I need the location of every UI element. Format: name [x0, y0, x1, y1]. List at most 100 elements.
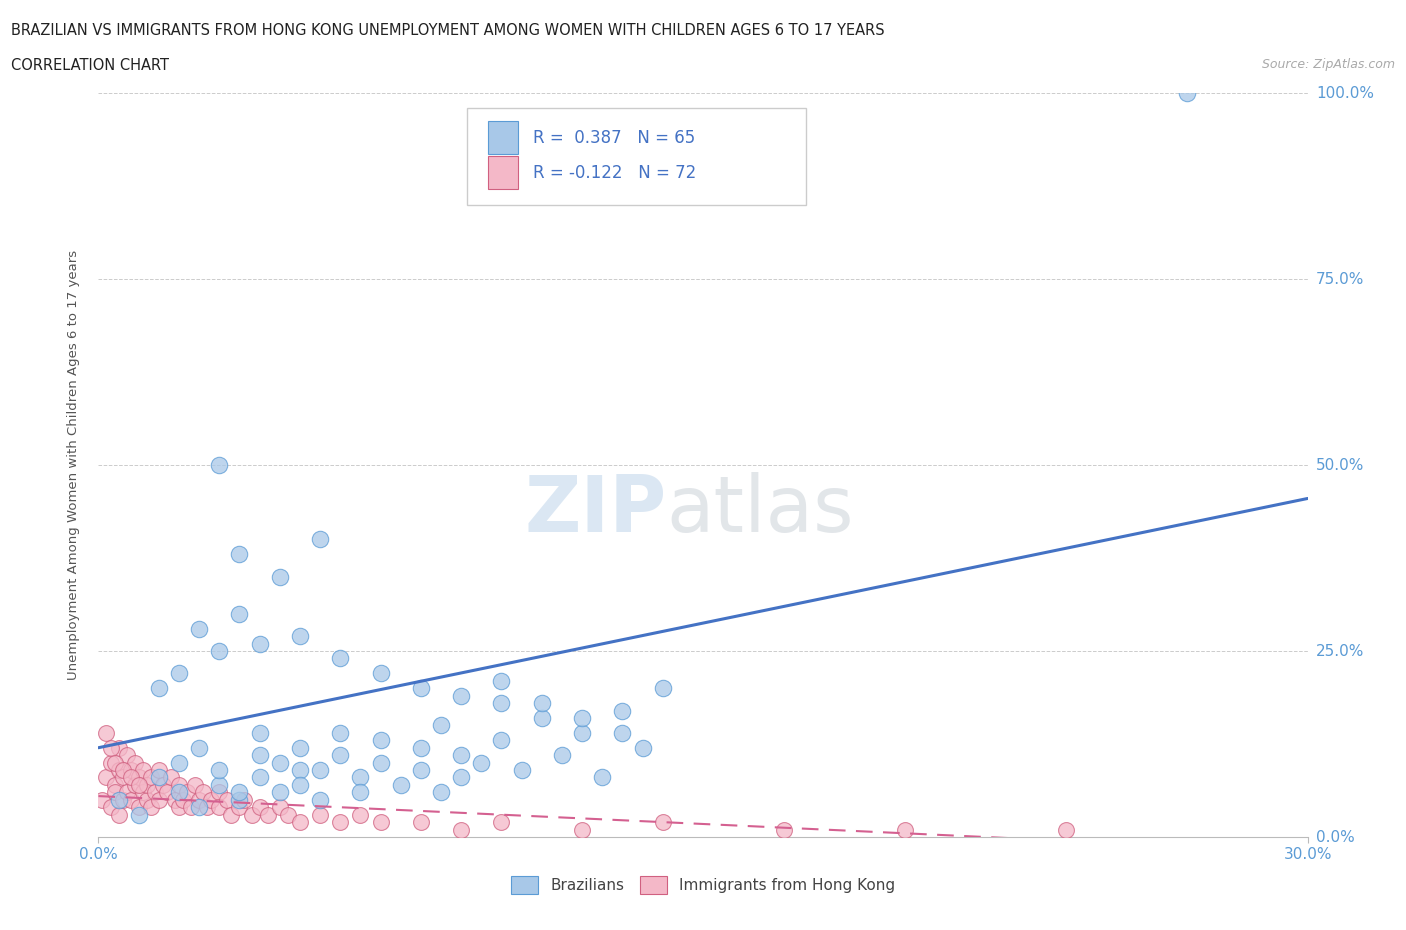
- Point: [288, 777, 311, 792]
- Point: [107, 807, 129, 822]
- Point: [156, 785, 179, 800]
- Point: [111, 792, 134, 807]
- Point: [612, 725, 634, 740]
- Point: [288, 763, 311, 777]
- Point: [128, 770, 150, 785]
- Point: [269, 755, 291, 770]
- Point: [329, 748, 352, 763]
- FancyBboxPatch shape: [488, 121, 517, 154]
- Point: [107, 740, 129, 755]
- Point: [309, 792, 332, 807]
- Point: [551, 748, 574, 763]
- Point: [103, 755, 125, 770]
- Point: [491, 696, 513, 711]
- Point: [651, 681, 673, 696]
- Point: [571, 822, 593, 837]
- Point: [188, 621, 211, 636]
- Text: Source: ZipAtlas.com: Source: ZipAtlas.com: [1261, 58, 1395, 71]
- Point: [188, 800, 211, 815]
- Point: [135, 777, 157, 792]
- Point: [160, 770, 183, 785]
- Point: [530, 696, 553, 711]
- FancyBboxPatch shape: [467, 108, 806, 205]
- Point: [491, 815, 513, 830]
- Point: [430, 785, 453, 800]
- Point: [107, 763, 129, 777]
- Point: [208, 777, 231, 792]
- Y-axis label: Unemployment Among Women with Children Ages 6 to 17 years: Unemployment Among Women with Children A…: [67, 250, 80, 680]
- Point: [135, 792, 157, 807]
- Point: [208, 763, 231, 777]
- Point: [103, 785, 125, 800]
- Legend: Brazilians, Immigrants from Hong Kong: Brazilians, Immigrants from Hong Kong: [505, 870, 901, 900]
- Point: [167, 777, 190, 792]
- Point: [893, 822, 915, 837]
- Text: atlas: atlas: [666, 472, 855, 548]
- Point: [370, 666, 392, 681]
- Point: [152, 777, 174, 792]
- Point: [100, 740, 122, 755]
- Point: [221, 807, 243, 822]
- Point: [256, 807, 278, 822]
- Point: [249, 770, 271, 785]
- Point: [148, 770, 170, 785]
- Point: [228, 800, 250, 815]
- Point: [530, 711, 553, 725]
- Point: [249, 725, 271, 740]
- Point: [120, 792, 142, 807]
- Point: [309, 532, 332, 547]
- Point: [389, 777, 412, 792]
- Point: [491, 673, 513, 688]
- Point: [450, 688, 472, 703]
- Point: [172, 792, 194, 807]
- Text: 100.0%: 100.0%: [1316, 86, 1374, 100]
- Point: [176, 785, 198, 800]
- Point: [111, 763, 134, 777]
- Point: [167, 755, 190, 770]
- Point: [96, 770, 118, 785]
- Point: [409, 763, 432, 777]
- Point: [124, 755, 146, 770]
- Point: [111, 770, 134, 785]
- Point: [124, 777, 146, 792]
- Point: [409, 815, 432, 830]
- Point: [139, 770, 162, 785]
- Point: [128, 777, 150, 792]
- Point: [470, 755, 492, 770]
- Point: [208, 800, 231, 815]
- Point: [288, 815, 311, 830]
- Point: [269, 569, 291, 584]
- Point: [167, 800, 190, 815]
- Point: [450, 748, 472, 763]
- Point: [128, 807, 150, 822]
- Point: [288, 740, 311, 755]
- Point: [132, 763, 155, 777]
- Point: [510, 763, 533, 777]
- Point: [612, 703, 634, 718]
- Point: [193, 785, 215, 800]
- Point: [180, 800, 202, 815]
- Point: [349, 807, 371, 822]
- Point: [200, 792, 222, 807]
- Point: [188, 740, 211, 755]
- Point: [329, 725, 352, 740]
- Point: [430, 718, 453, 733]
- Point: [115, 748, 138, 763]
- Point: [249, 636, 271, 651]
- Point: [188, 792, 211, 807]
- Point: [139, 800, 162, 815]
- Point: [277, 807, 299, 822]
- Point: [167, 785, 190, 800]
- Point: [217, 792, 239, 807]
- Point: [115, 785, 138, 800]
- Point: [571, 711, 593, 725]
- Text: 50.0%: 50.0%: [1316, 458, 1364, 472]
- Point: [228, 547, 250, 562]
- Point: [329, 651, 352, 666]
- Point: [103, 777, 125, 792]
- Point: [100, 755, 122, 770]
- Point: [370, 733, 392, 748]
- Point: [370, 755, 392, 770]
- Point: [772, 822, 794, 837]
- Point: [288, 629, 311, 644]
